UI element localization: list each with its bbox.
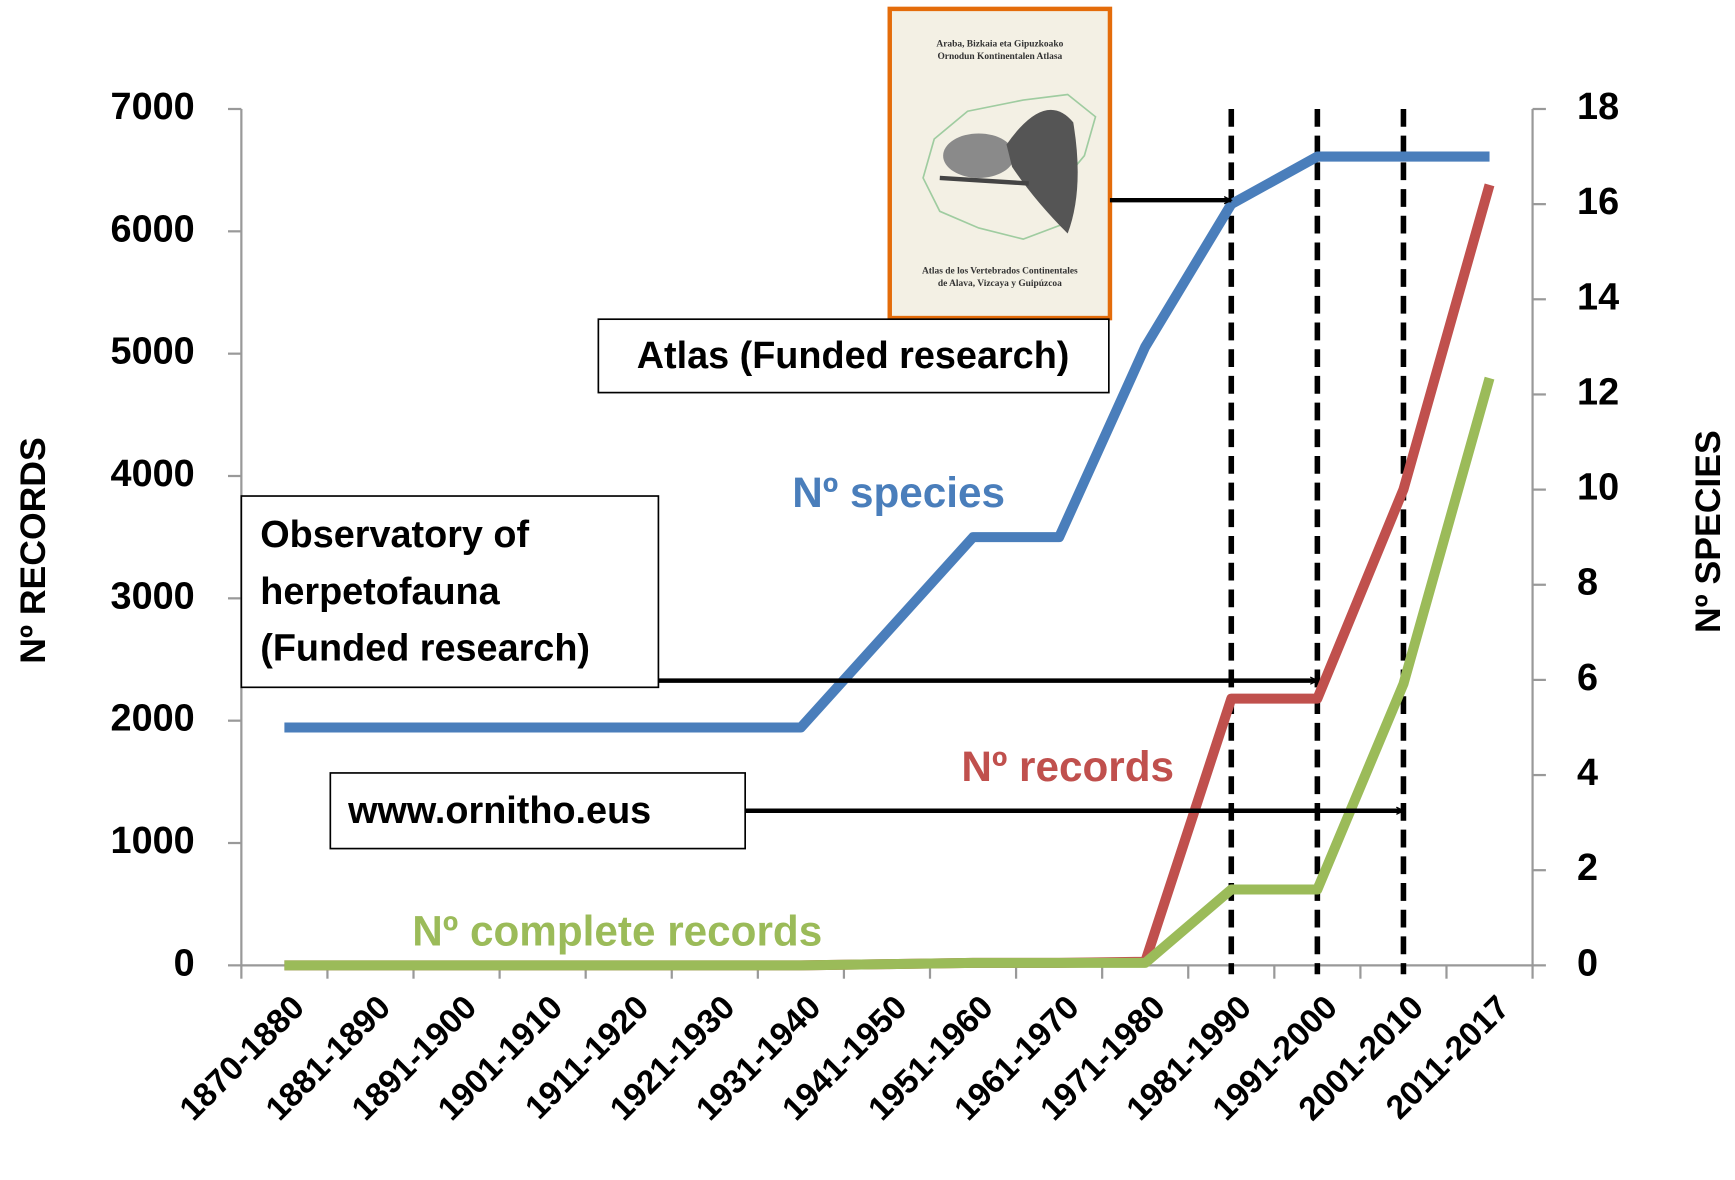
- y-tick-label: 6000: [111, 208, 195, 250]
- annotation-text: herpetofauna: [260, 571, 500, 613]
- annotation-box: [240, 495, 660, 689]
- y-tick-label: 2000: [111, 698, 195, 740]
- annotation-box: [597, 318, 1110, 394]
- y2-tick-label: 0: [1577, 942, 1598, 984]
- book-subtitle: Atlas de los Vertebrados Continentales: [922, 267, 1078, 277]
- book-cover: Araba, Bizkaia eta Gipuzkoako Ornodun Ko…: [887, 6, 1113, 321]
- annotation-box: [329, 772, 746, 850]
- annotation-text: Atlas (Funded research): [637, 335, 1070, 377]
- annotation-text: Observatory of: [260, 514, 529, 556]
- y2-tick-label: 2: [1577, 847, 1598, 889]
- series-label: Nº complete records: [412, 907, 822, 954]
- y2-tick-label: 14: [1577, 276, 1619, 318]
- y2-tick-label: 6: [1577, 657, 1598, 699]
- y-tick-label: 1000: [111, 820, 195, 862]
- y-tick-label: 3000: [111, 575, 195, 617]
- series-label: Nº species: [792, 469, 1005, 516]
- annotation-text: www.ornitho.eus: [347, 790, 651, 832]
- y2-tick-label: 10: [1577, 467, 1619, 509]
- annotation-text: (Funded research): [260, 628, 590, 670]
- y2-tick-label: 8: [1577, 562, 1598, 604]
- book-title: Ornodun Kontinentalen Atlasa: [937, 52, 1062, 62]
- book-subtitle: de Alava, Vizcaya y Guipúzcoa: [938, 279, 1062, 289]
- y-tick-label: 0: [174, 942, 195, 984]
- series-line: [284, 376, 1495, 971]
- y2-tick-label: 16: [1577, 181, 1619, 223]
- y-tick-label: 5000: [111, 331, 195, 373]
- y-tick-label: 4000: [111, 453, 195, 495]
- book-title: Araba, Bizkaia eta Gipuzkoako: [936, 40, 1063, 50]
- y2-tick-label: 12: [1577, 371, 1619, 413]
- y2-axis-title: Nº SPECIES: [1688, 430, 1728, 633]
- series-label: Nº records: [961, 743, 1174, 790]
- y2-tick-label: 4: [1577, 752, 1598, 794]
- series-line: [284, 151, 1490, 733]
- y2-tick-label: 18: [1577, 86, 1619, 128]
- y-tick-label: 7000: [111, 86, 195, 128]
- y-axis-title: Nº RECORDS: [13, 437, 53, 663]
